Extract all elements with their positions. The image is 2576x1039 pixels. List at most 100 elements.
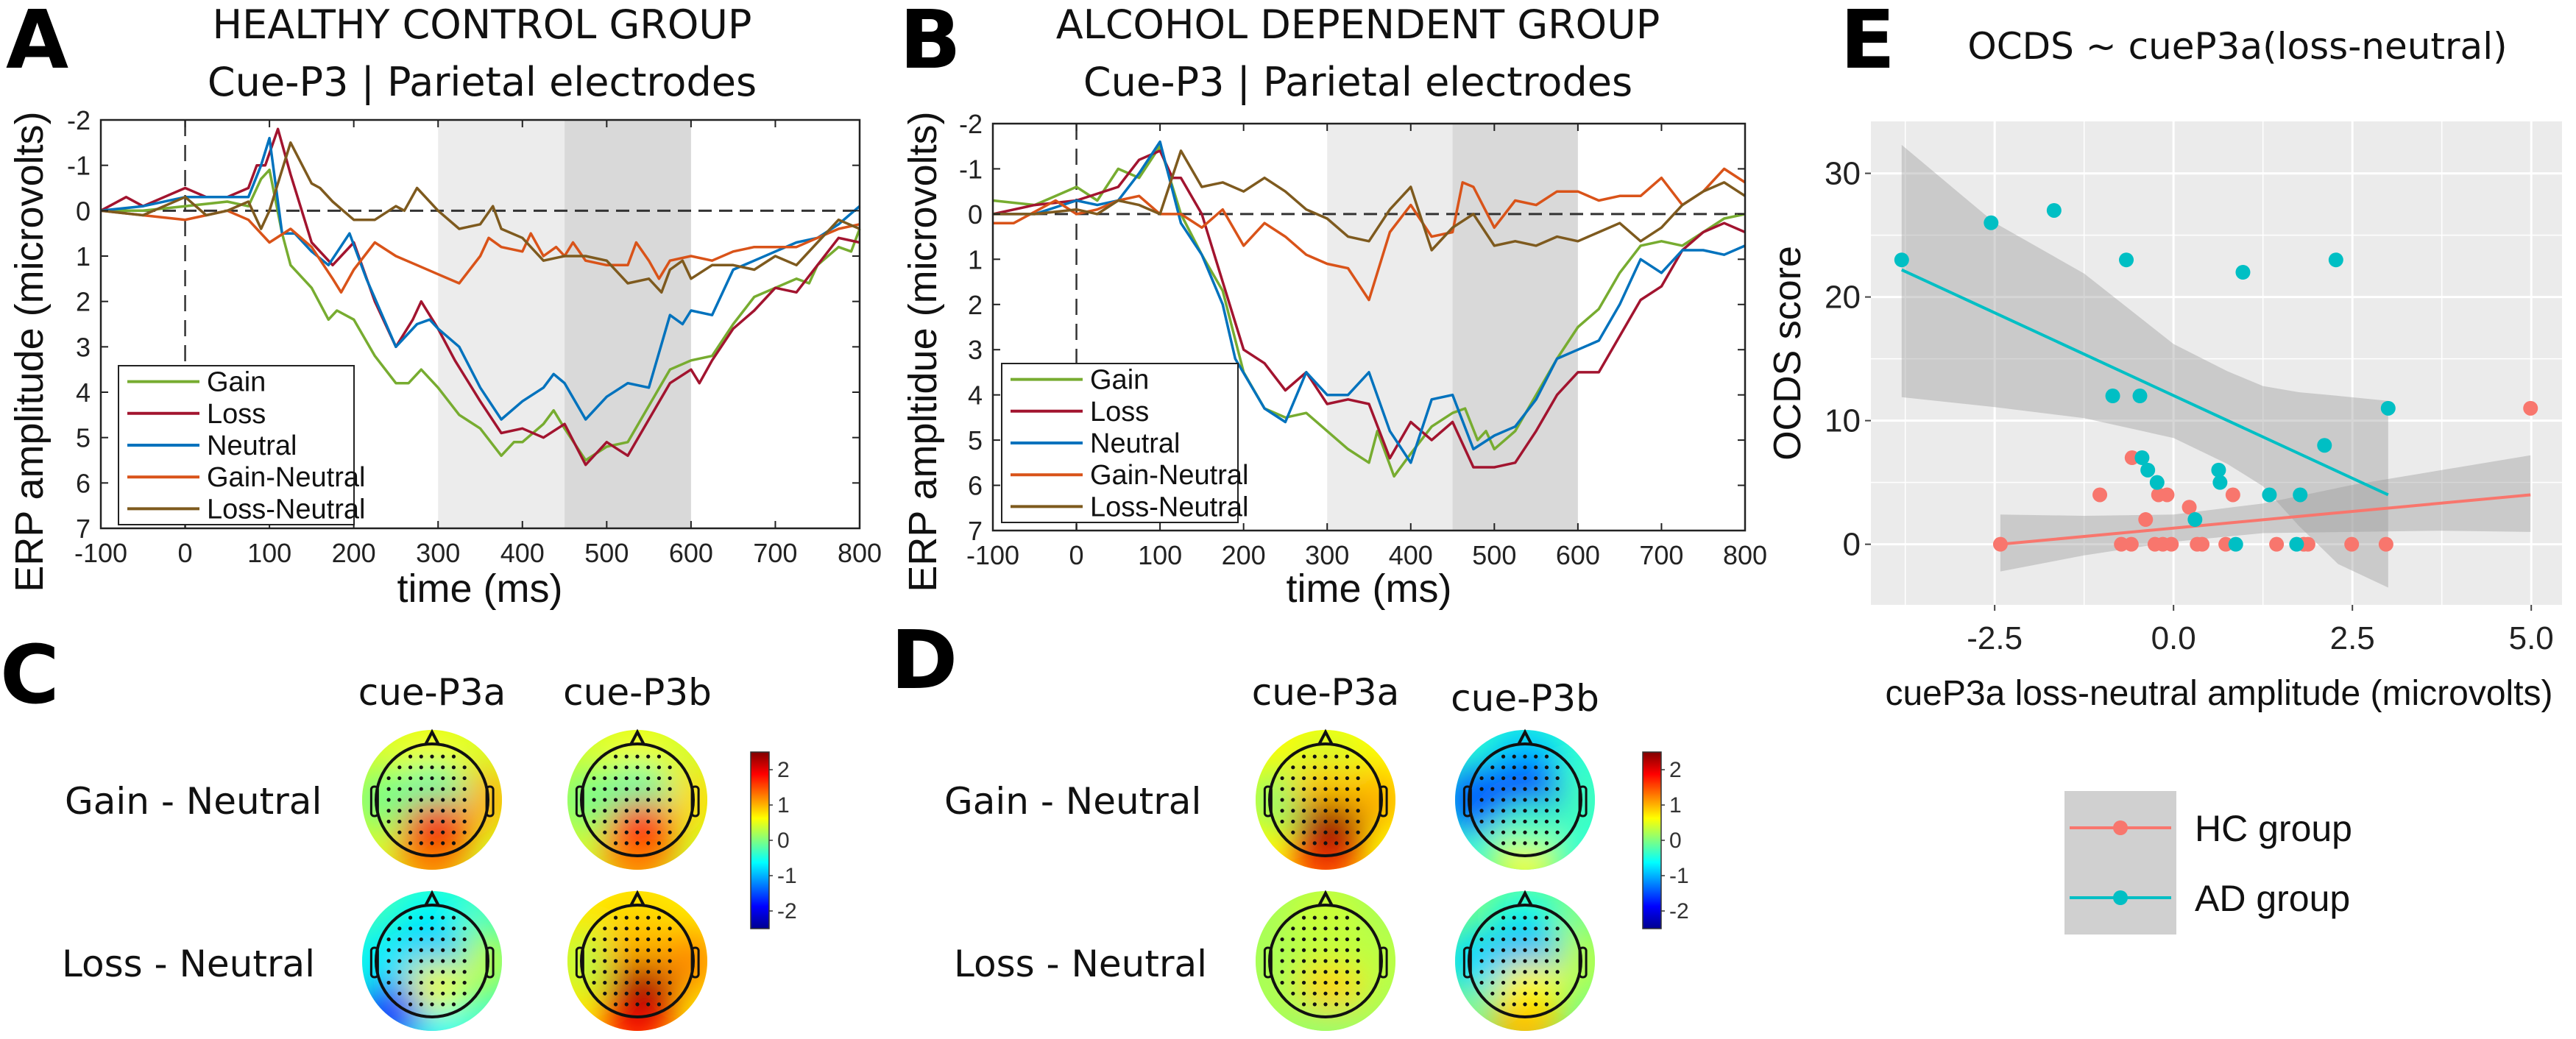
- panel-b-subtitle: Cue-P3 | Parietal electrodes: [1083, 59, 1632, 105]
- electrode-dot: [1523, 754, 1527, 759]
- electrode-dot: [1323, 809, 1328, 813]
- panel-e-ad-data-point: [2132, 389, 2148, 404]
- panel-a-plot-frame: [99, 118, 861, 530]
- electrode-dot: [1501, 970, 1506, 974]
- electrode-dot: [668, 809, 672, 813]
- electrode-dot: [624, 776, 629, 781]
- electrode-dot: [441, 926, 445, 931]
- electrode-dot: [419, 948, 423, 952]
- electrode-dot: [1523, 765, 1527, 770]
- panel-e-ad-data-point: [1894, 252, 1909, 268]
- panel-a-series-neutral: [100, 136, 861, 421]
- electrode-dot: [1280, 776, 1284, 781]
- electrode-dot: [1534, 926, 1538, 931]
- panel-b-legend-label: Gain: [1090, 365, 1149, 396]
- electrode-dot: [1345, 830, 1350, 834]
- electrode-dot: [1312, 937, 1317, 942]
- panel-b-x-tick-label: 700: [1639, 540, 1683, 570]
- panel-b-x-tick-label: 400: [1389, 540, 1433, 570]
- head-outline: [1268, 904, 1383, 1018]
- electrode-dot: [1334, 915, 1339, 920]
- electrode-dot: [668, 970, 672, 974]
- electrode-dot: [1345, 915, 1350, 920]
- electrode-dot: [1512, 1002, 1516, 1007]
- electrode-dot: [1323, 991, 1328, 996]
- electrode-dot: [1334, 1002, 1339, 1007]
- head-outline: [1468, 904, 1582, 1018]
- electrode-dot: [451, 970, 456, 974]
- electrode-dot: [635, 937, 640, 942]
- panel-b-series-gain-neutral: [993, 167, 1746, 302]
- electrode-dot: [430, 809, 434, 813]
- electrode-dot: [397, 787, 402, 791]
- panel-e-hc-data-point: [2164, 536, 2179, 552]
- panel-c-row-loss-neutral: Loss - Neutral: [62, 943, 315, 985]
- topomap-surface: [1256, 891, 1395, 1031]
- electrode-dot: [408, 980, 413, 985]
- electrode-dot: [1323, 819, 1328, 824]
- electrode-dot: [1291, 830, 1295, 834]
- electrode-dot: [1523, 809, 1527, 813]
- electrode-dot: [1312, 754, 1317, 759]
- electrode-dot: [1523, 787, 1527, 791]
- electrode-dot: [408, 959, 413, 963]
- panel-e-hc-data-point: [2300, 536, 2315, 552]
- electrode-dot: [1301, 948, 1306, 952]
- electrode-dot: [430, 980, 434, 985]
- electrode-dot: [1555, 980, 1560, 985]
- panel-e-x-tick-label: 2.5: [2330, 620, 2375, 656]
- electrode-dot: [635, 959, 640, 963]
- electrode-dot: [1544, 980, 1549, 985]
- electrode-dot: [1544, 970, 1549, 974]
- electrode-dot: [1291, 926, 1295, 931]
- electrode-dot: [646, 841, 651, 845]
- panel-e-ad-data-point: [2046, 202, 2062, 218]
- electrode-dot: [1544, 776, 1549, 781]
- panel-a-x-tick-label: 700: [753, 538, 797, 568]
- electrode-dot: [1291, 765, 1295, 770]
- colorbar-gradient: [1642, 751, 1662, 929]
- electrode-dot: [1345, 970, 1350, 974]
- electrode-dot: [1555, 830, 1560, 834]
- electrode-dot: [657, 819, 662, 824]
- electrode-dot: [1345, 937, 1350, 942]
- electrode-dot: [441, 819, 445, 824]
- electrode-dot: [419, 926, 423, 931]
- electrode-dot: [451, 841, 456, 845]
- electrode-dot: [613, 991, 618, 996]
- panel-d-topomap-loss-neutral-cue-p3b: [1455, 890, 1595, 1031]
- electrode-dot: [451, 959, 456, 963]
- panel-b-x-tick-label: 800: [1723, 540, 1767, 570]
- electrode-dot: [1301, 915, 1306, 920]
- electrode-dot: [1534, 754, 1538, 759]
- electrode-dot: [1334, 798, 1339, 802]
- electrode-dot: [1479, 937, 1484, 942]
- panel-e-ad-data-point: [2380, 400, 2396, 416]
- panel-e-ad-data-point: [2235, 264, 2251, 280]
- electrode-dot: [1323, 830, 1328, 834]
- panel-a-legend-label: Gain: [207, 367, 266, 398]
- electrode-dot: [1301, 809, 1306, 813]
- electrode-dot: [1301, 991, 1306, 996]
- electrode-dot: [451, 937, 456, 942]
- electrode-dot: [1334, 809, 1339, 813]
- head-outline: [580, 742, 695, 857]
- electrode-dot: [1356, 787, 1360, 791]
- electrode-dot: [1544, 915, 1549, 920]
- panel-e-y-tick-label: 0: [1843, 527, 1861, 563]
- electrode-dot: [1291, 970, 1295, 974]
- panel-e-legend: HC group AD group: [2064, 791, 2352, 935]
- electrode-dot: [1523, 970, 1527, 974]
- electrode-dot: [635, 980, 640, 985]
- electrode-dot: [613, 980, 618, 985]
- panel-c-topomap-gain-neutral-cue-p3b: [567, 728, 707, 870]
- electrode-dot: [451, 809, 456, 813]
- panel-b-erp-chart: ALCOHOL DEPENDENT GROUP Cue-P3 | Parieta…: [901, 1, 1767, 611]
- electrode-dot: [1356, 970, 1360, 974]
- panel-e-y-tick-label: 10: [1825, 403, 1861, 439]
- electrode-dot: [1544, 948, 1549, 952]
- left-ear-icon: [1462, 946, 1472, 979]
- electrode-dot: [1345, 776, 1350, 781]
- electrode-dot: [1501, 926, 1506, 931]
